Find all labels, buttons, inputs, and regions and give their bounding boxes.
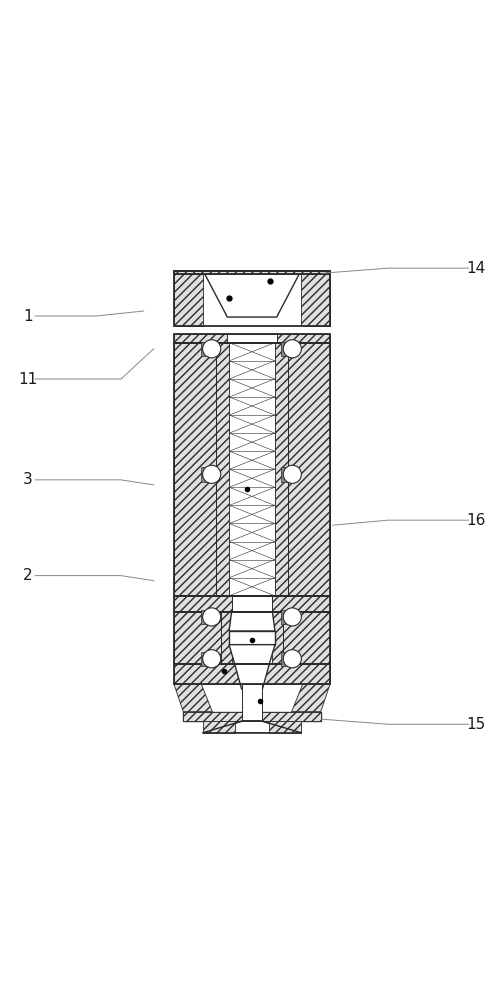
Circle shape bbox=[283, 608, 301, 626]
Bar bbox=[183, 712, 321, 721]
Bar bbox=[201, 610, 212, 624]
Bar bbox=[281, 342, 292, 356]
Text: 3: 3 bbox=[23, 472, 33, 487]
Bar bbox=[281, 467, 292, 482]
Polygon shape bbox=[203, 271, 301, 317]
Bar bbox=[275, 343, 288, 596]
Bar bbox=[288, 343, 330, 596]
Bar bbox=[281, 610, 292, 624]
Bar bbox=[174, 596, 330, 612]
Bar bbox=[174, 612, 330, 664]
Circle shape bbox=[203, 650, 221, 668]
Bar bbox=[174, 271, 330, 326]
Bar bbox=[174, 271, 330, 274]
Polygon shape bbox=[174, 684, 212, 712]
Bar bbox=[242, 684, 262, 721]
Bar bbox=[183, 712, 242, 721]
Bar bbox=[283, 612, 330, 664]
Text: 2: 2 bbox=[23, 568, 33, 583]
Bar bbox=[174, 334, 330, 343]
Text: 15: 15 bbox=[467, 717, 486, 732]
Text: 14: 14 bbox=[467, 261, 486, 276]
Bar bbox=[203, 721, 235, 733]
Bar bbox=[174, 596, 330, 612]
Bar bbox=[201, 342, 212, 356]
Bar bbox=[262, 712, 321, 721]
Text: 16: 16 bbox=[467, 513, 486, 528]
Bar bbox=[174, 664, 330, 684]
Circle shape bbox=[203, 608, 221, 626]
Polygon shape bbox=[235, 664, 269, 689]
Bar bbox=[229, 343, 275, 596]
Polygon shape bbox=[229, 645, 275, 664]
Bar bbox=[174, 271, 330, 274]
Bar bbox=[174, 343, 216, 596]
Bar bbox=[201, 652, 212, 666]
Bar bbox=[301, 271, 330, 326]
Circle shape bbox=[283, 340, 301, 358]
Text: 11: 11 bbox=[18, 372, 37, 387]
Bar bbox=[174, 271, 203, 326]
Bar bbox=[272, 612, 283, 664]
Bar bbox=[221, 612, 232, 664]
Bar bbox=[232, 596, 273, 612]
Circle shape bbox=[283, 465, 301, 483]
Bar bbox=[229, 631, 275, 645]
Circle shape bbox=[203, 465, 221, 483]
Circle shape bbox=[283, 650, 301, 668]
Bar bbox=[227, 334, 277, 343]
Text: 1: 1 bbox=[23, 309, 33, 324]
Bar bbox=[174, 664, 330, 684]
Bar bbox=[269, 721, 301, 733]
Bar bbox=[174, 612, 221, 664]
Polygon shape bbox=[229, 612, 275, 631]
Bar bbox=[281, 652, 292, 666]
Bar bbox=[174, 334, 330, 343]
Polygon shape bbox=[292, 684, 330, 712]
Circle shape bbox=[203, 340, 221, 358]
Bar bbox=[201, 467, 212, 482]
Bar bbox=[174, 343, 330, 596]
Polygon shape bbox=[203, 721, 301, 733]
Bar bbox=[216, 343, 229, 596]
